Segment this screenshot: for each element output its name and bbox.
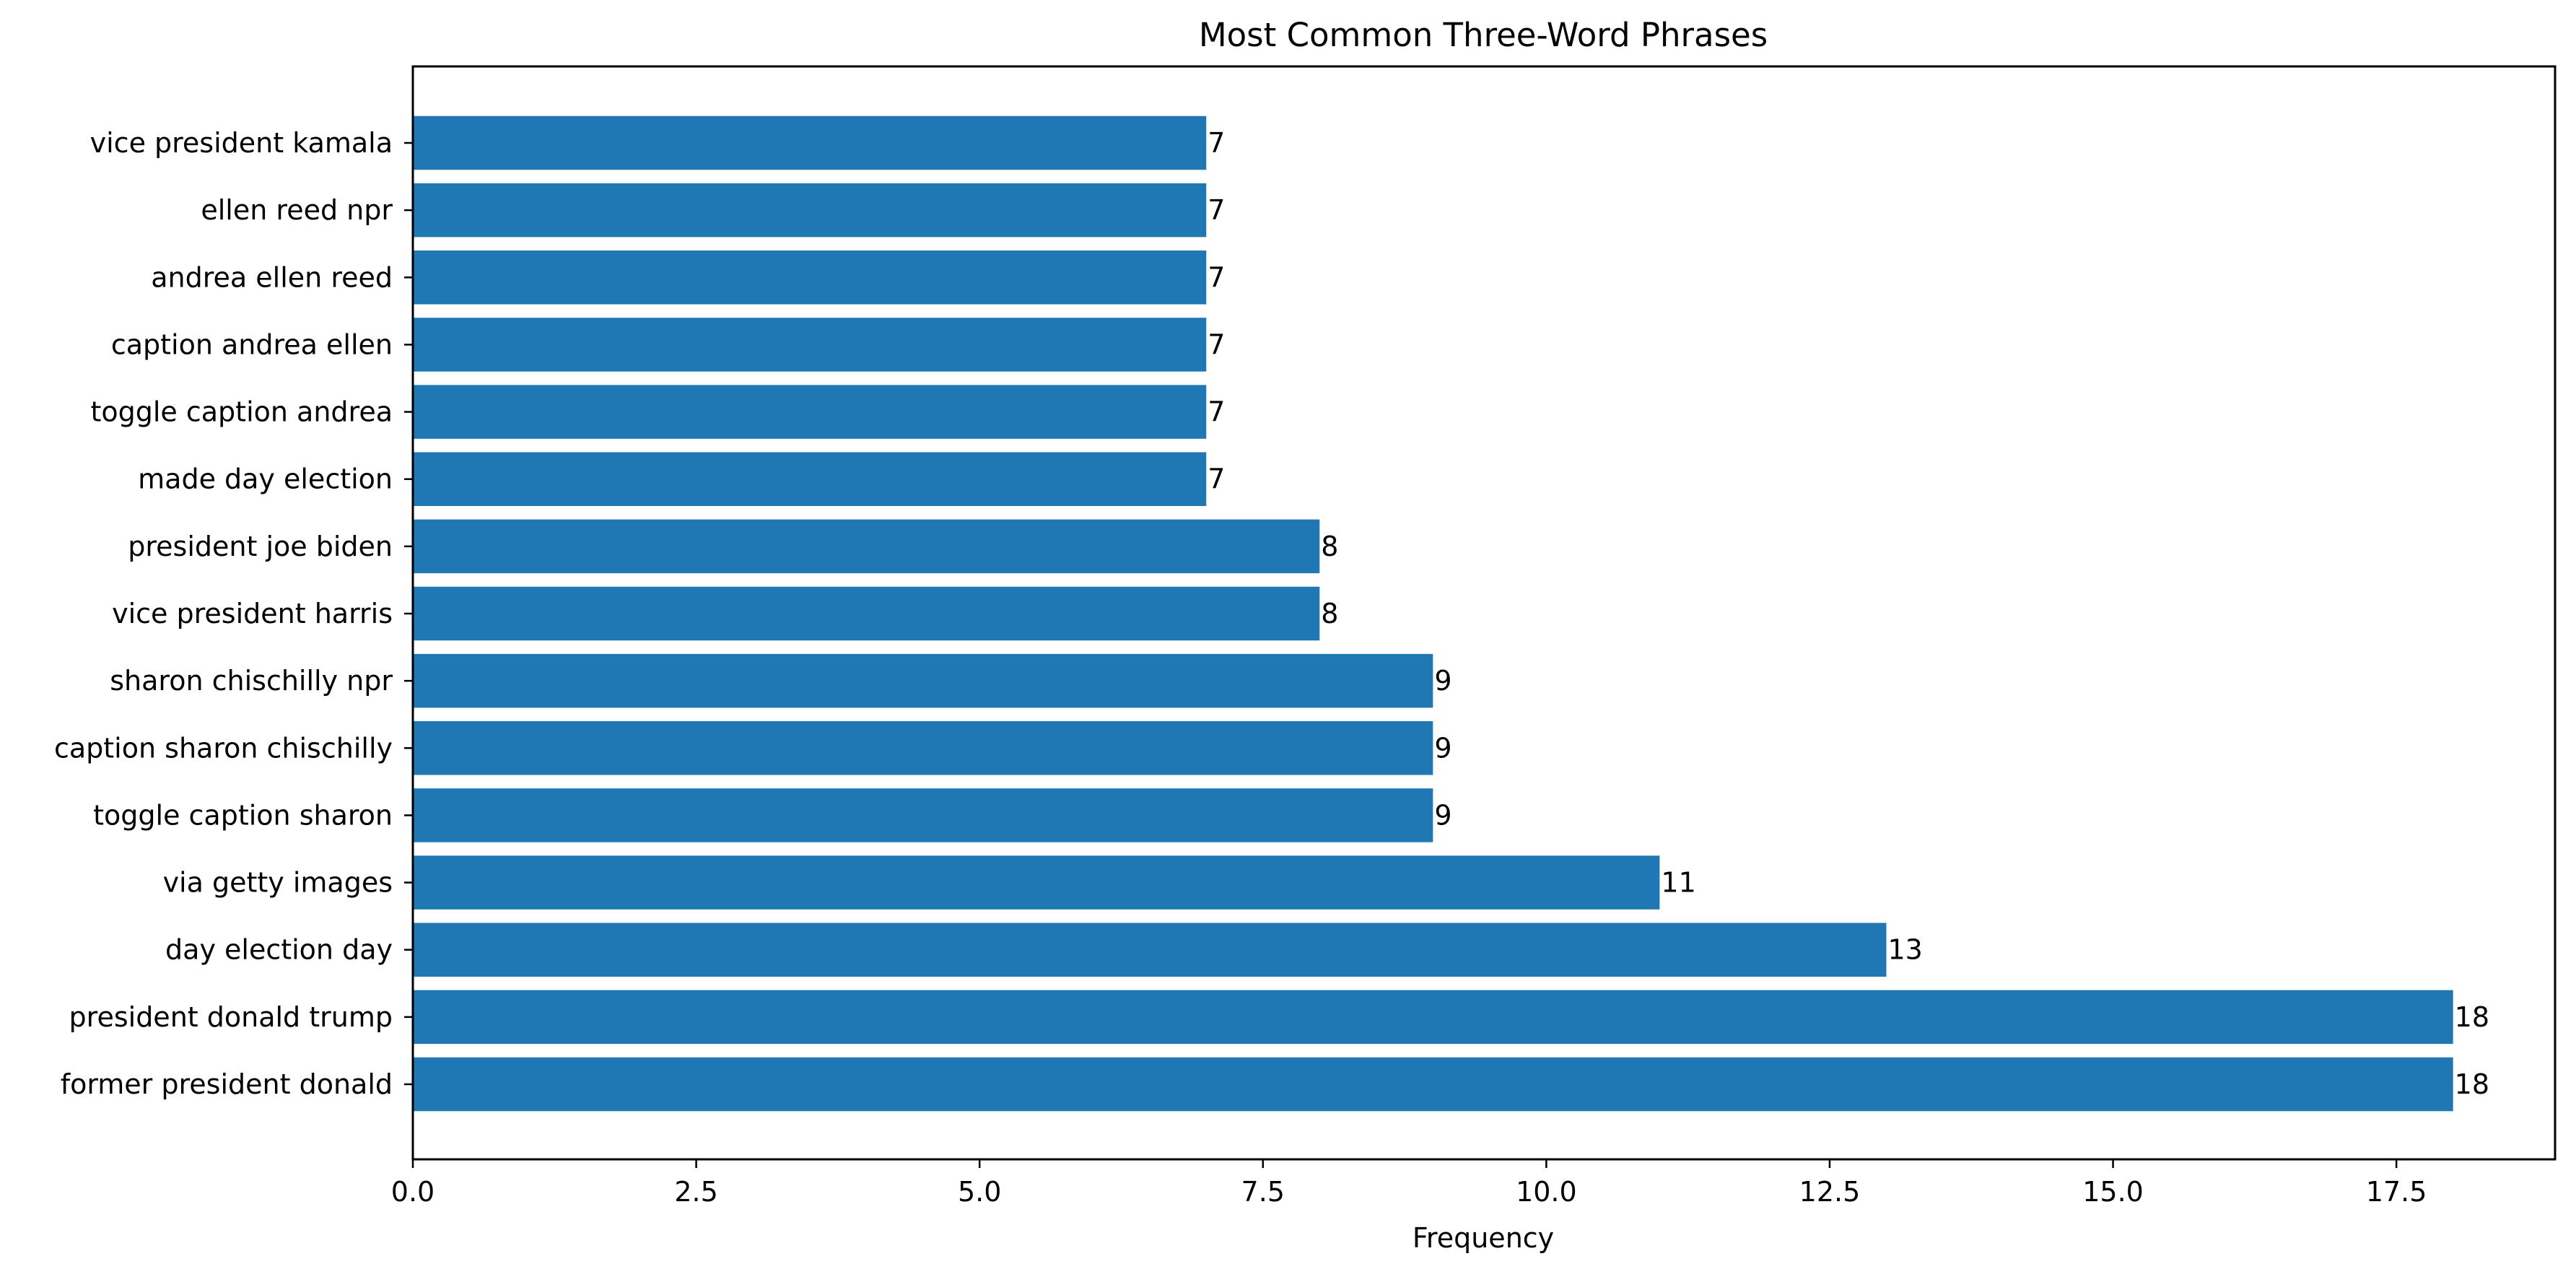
y-tick-label: via getty images [163, 867, 393, 899]
bar-value-label: 13 [1887, 934, 1922, 966]
bar [413, 653, 1433, 708]
bar-value-label: 9 [1434, 665, 1451, 697]
bar-value-label: 9 [1434, 799, 1451, 831]
bar-value-label: 18 [2455, 1001, 2489, 1033]
bar-value-labels: 18 18 13 11 9 9 9 8 8 7 7 7 7 7 7 [1208, 127, 2489, 1100]
bar [413, 788, 1433, 842]
bar-value-label: 7 [1208, 328, 1225, 360]
bar [413, 452, 1207, 506]
y-tick-label: day election day [165, 934, 393, 966]
y-tick-label: ellen reed npr [201, 194, 393, 226]
y-tick-labels: former president donald president donald … [54, 127, 413, 1100]
y-tick-label: toggle caption andrea [90, 396, 393, 428]
bar-value-label: 8 [1321, 531, 1338, 562]
x-tick-label: 0.0 [391, 1176, 435, 1208]
x-ticks: 0.0 2.5 5.0 7.5 10.0 12.5 15.0 17.5 [391, 1159, 2427, 1208]
plot-frame [411, 65, 2557, 1161]
x-tick-label: 2.5 [674, 1176, 717, 1208]
bar [413, 183, 1207, 237]
x-tick-label: 7.5 [1241, 1176, 1285, 1208]
y-tick-label: caption andrea ellen [111, 328, 393, 360]
y-tick-label: president joe biden [128, 531, 393, 562]
bar-value-label: 7 [1208, 396, 1225, 428]
y-tick-label: vice president harris [112, 598, 393, 629]
bar-value-label: 7 [1208, 261, 1225, 293]
bar-value-label: 9 [1434, 732, 1451, 764]
bars-group [413, 116, 2453, 1112]
bar [413, 116, 1207, 170]
bar [413, 855, 1660, 910]
bar [413, 519, 1320, 574]
bar [413, 586, 1320, 641]
y-tick-label: caption sharon chischilly [54, 732, 393, 764]
x-tick-label: 12.5 [1799, 1176, 1861, 1208]
bar [413, 721, 1433, 775]
y-tick-label: toggle caption sharon [93, 799, 393, 831]
y-tick-label: andrea ellen reed [151, 261, 393, 293]
y-tick-label: former president donald [61, 1068, 393, 1100]
bar [413, 990, 2453, 1045]
bar-value-label: 7 [1208, 127, 1225, 159]
bar [413, 385, 1207, 439]
x-tick-label: 17.5 [2366, 1176, 2427, 1208]
y-tick-label: vice president kamala [90, 127, 393, 159]
bar [413, 923, 1887, 977]
x-tick-label: 15.0 [2082, 1176, 2144, 1208]
bar-value-label: 11 [1661, 867, 1695, 899]
bar-value-label: 18 [2455, 1068, 2489, 1100]
y-tick-label: made day election [138, 463, 393, 495]
bar [413, 1057, 2453, 1112]
chart-title: Most Common Three-Word Phrases [1199, 16, 1768, 54]
y-tick-label: sharon chischilly npr [110, 665, 393, 697]
x-axis-label: Frequency [1413, 1222, 1554, 1254]
bar-value-label: 8 [1321, 598, 1338, 629]
bar-value-label: 7 [1208, 194, 1225, 226]
x-tick-label: 5.0 [958, 1176, 1001, 1208]
x-tick-label: 10.0 [1516, 1176, 1577, 1208]
bar [413, 318, 1207, 372]
y-tick-label: president donald trump [69, 1001, 393, 1033]
bar-value-label: 7 [1208, 463, 1225, 495]
bar [413, 250, 1207, 305]
